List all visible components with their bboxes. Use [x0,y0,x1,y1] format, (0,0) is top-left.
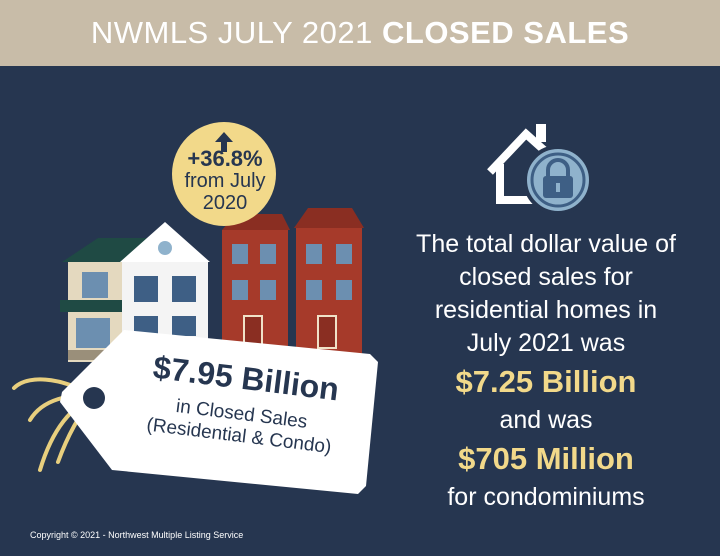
change-badge-text: +36.8% from July 2020 [170,146,280,215]
summary-line3: residential homes in [434,296,658,324]
copyright-notice: Copyright © 2021 - Northwest Multiple Li… [30,530,244,540]
summary-text: The total dollar value of closed sales f… [386,228,706,514]
summary-line5: and was [499,406,593,434]
residential-amount: $7.25 Billion [455,364,637,399]
brick-building-right [294,208,364,360]
brick-building-left [222,214,290,360]
arrow-up-icon [215,132,233,152]
header-banner: NWMLS JULY 2021 CLOSED SALES [0,0,720,66]
change-label-line1: from July [184,170,266,192]
summary-line6: for condominiums [447,483,645,511]
change-badge [172,122,276,226]
title-regular: NWMLS JULY 2021 [90,15,373,50]
summary-line2: closed sales for [459,263,633,291]
title-bold: CLOSED SALES [382,15,630,50]
summary-line4: July 2021 was [466,329,626,357]
home-lock-icon [487,124,593,215]
change-label-line2: 2020 [202,192,248,214]
change-percent: +36.8% [187,146,263,171]
price-tag [60,330,378,494]
summary-line1: The total dollar value of [416,230,676,258]
condo-amount: $705 Million [458,441,634,476]
page-title: NWMLS JULY 2021 CLOSED SALES [91,15,629,51]
